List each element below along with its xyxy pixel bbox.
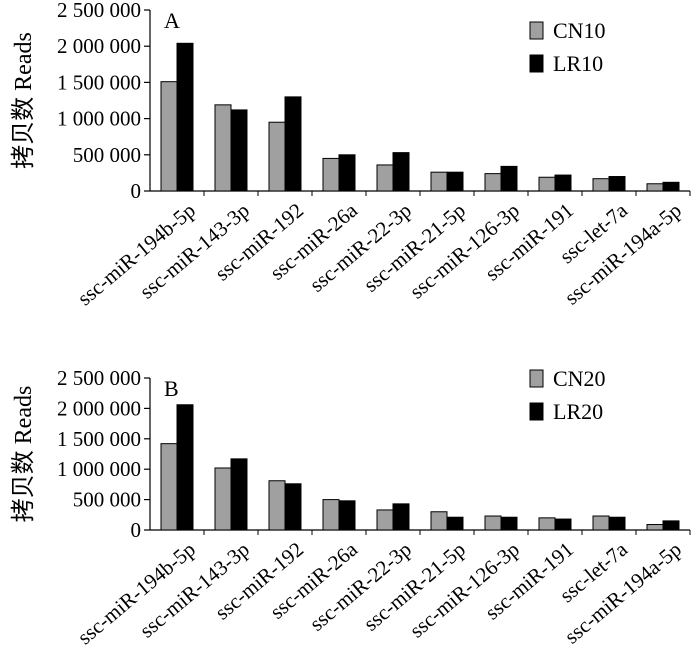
panel-label: A <box>164 8 180 33</box>
legend-label-cn20: CN20 <box>553 366 606 391</box>
bar-cn10-ssc-mir-26a <box>322 157 340 192</box>
bar-cn20-ssc-mir-194b-5p <box>160 443 178 531</box>
y-tick-label: 1 500 000 <box>57 427 141 451</box>
legend-swatch-lr10 <box>529 54 544 73</box>
bar-cn10-ssc-mir-143-3p <box>214 104 232 192</box>
y-tick-label: 500 000 <box>73 488 141 512</box>
legend-swatch-cn20 <box>529 369 544 388</box>
y-tick-label: 2 500 000 <box>57 0 141 22</box>
bar-cn10-ssc-mir-22-3p <box>376 164 394 192</box>
bar-lr10-ssc-mir-26a <box>338 154 356 192</box>
y-tick-label: 2 500 000 <box>57 366 141 390</box>
bar-lr10-ssc-mir-194b-5p <box>176 42 194 192</box>
bar-cn20-ssc-mir-194a-5p <box>646 524 664 531</box>
bar-lr10-ssc-mir-21-5p <box>446 171 464 192</box>
y-tick-label: 1 000 000 <box>57 107 141 131</box>
bar-cn20-ssc-mir-22-3p <box>376 509 394 531</box>
y-tick-label: 0 <box>131 518 142 542</box>
y-tick-label: 2 000 000 <box>57 396 141 420</box>
legend-swatch-cn10 <box>529 21 544 40</box>
y-axis-label: 拷贝数 Reads <box>10 386 37 523</box>
y-tick-label: 500 000 <box>73 143 141 167</box>
panel-label: B <box>164 376 179 401</box>
bar-lr20-ssc-mir-194a-5p <box>662 520 680 531</box>
y-tick-label: 0 <box>131 179 142 203</box>
legend-swatch-lr20 <box>529 402 544 421</box>
bar-cn10-ssc-mir-21-5p <box>430 171 448 192</box>
bar-lr20-ssc-mir-26a <box>338 500 356 531</box>
bar-lr10-ssc-mir-192 <box>284 96 302 192</box>
legend-label-cn10: CN10 <box>553 18 606 43</box>
chart-panel-b: 0 500 000 1 000 000 1 500 000 2 000 000 2 500… <box>10 366 691 649</box>
bar-lr10-ssc-mir-194a-5p <box>662 181 680 192</box>
bar-lr20-ssc-mir-126-3p <box>500 516 518 531</box>
y-tick-label: 1 000 000 <box>57 457 141 481</box>
bar-cn20-ssc-mir-26a <box>322 499 340 531</box>
bar-lr20-ssc-mir-21-5p <box>446 516 464 531</box>
y-axis-label: 拷贝数 Reads <box>10 32 37 169</box>
bar-lr20-ssc-mir-192 <box>284 483 302 531</box>
bar-cn20-ssc-let-7a <box>592 515 610 531</box>
bar-lr20-ssc-mir-22-3p <box>392 503 410 531</box>
bar-lr10-ssc-mir-143-3p <box>230 109 248 192</box>
bar-cn10-ssc-mir-191 <box>538 176 556 192</box>
legend-label-lr20: LR20 <box>553 399 603 424</box>
bar-cn10-ssc-let-7a <box>592 178 610 192</box>
legend-label-lr10: LR10 <box>553 51 603 76</box>
bar-cn10-ssc-mir-192 <box>268 121 286 192</box>
bar-cn20-ssc-mir-192 <box>268 480 286 531</box>
bar-lr10-ssc-let-7a <box>608 176 626 192</box>
bar-cn10-ssc-mir-126-3p <box>484 173 502 192</box>
bar-cn10-ssc-mir-194b-5p <box>160 81 178 192</box>
bar-lr20-ssc-mir-191 <box>554 518 572 531</box>
bar-lr10-ssc-mir-191 <box>554 174 572 192</box>
chart-panel-a: 0 500 000 1 000 000 1 500 000 2 000 000 2 500… <box>10 0 691 310</box>
y-tick-label: 1 500 000 <box>57 70 141 94</box>
bar-cn20-ssc-mir-143-3p <box>214 467 232 531</box>
bar-lr20-ssc-mir-143-3p <box>230 458 248 531</box>
bar-cn20-ssc-mir-126-3p <box>484 515 502 531</box>
bar-cn10-ssc-mir-194a-5p <box>646 183 664 192</box>
bar-lr10-ssc-mir-126-3p <box>500 165 518 192</box>
bar-cn20-ssc-mir-191 <box>538 517 556 531</box>
bar-lr20-ssc-let-7a <box>608 516 626 531</box>
bar-cn20-ssc-mir-21-5p <box>430 511 448 531</box>
bar-lr10-ssc-mir-22-3p <box>392 152 410 192</box>
bar-lr20-ssc-mir-194b-5p <box>176 404 194 531</box>
y-tick-label: 2 000 000 <box>57 34 141 58</box>
